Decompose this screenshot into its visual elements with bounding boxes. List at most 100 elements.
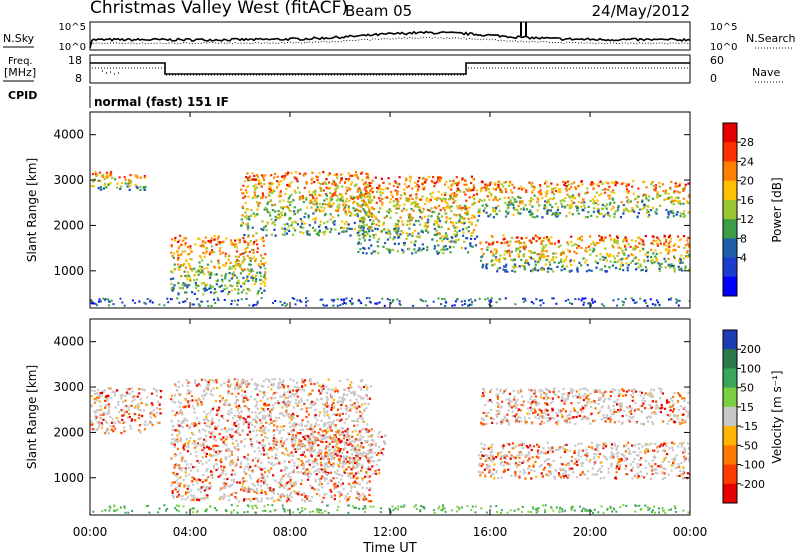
- ground-scatter-cell: [246, 510, 249, 513]
- echo-cell: [667, 235, 670, 239]
- echo-cell: [202, 474, 205, 477]
- echo-cell: [101, 175, 105, 178]
- echo-cell: [224, 277, 227, 280]
- ground-scatter-cell: [544, 511, 547, 514]
- ground-scatter-cell: [133, 302, 136, 304]
- echo-cell: [359, 217, 362, 220]
- echo-cell: [637, 236, 641, 239]
- echo-cell: [365, 190, 368, 193]
- echo-cell: [346, 409, 349, 412]
- echo-cell: [243, 498, 246, 501]
- echo-cell: [332, 194, 335, 197]
- echo-cell: [314, 193, 317, 196]
- echo-cell: [285, 438, 288, 441]
- echo-cell: [206, 263, 210, 266]
- ground-scatter-cell: [603, 304, 606, 307]
- echo-cell: [224, 402, 227, 405]
- echo-cell: [95, 396, 99, 399]
- echo-cell: [135, 185, 138, 188]
- ground-scatter-cell: [668, 298, 670, 301]
- echo-cell: [363, 496, 366, 499]
- echo-cell: [121, 418, 124, 421]
- echo-cell: [588, 248, 591, 251]
- echo-cell: [261, 440, 264, 443]
- ground-scatter-cell: [365, 297, 368, 300]
- echo-cell: [464, 193, 467, 196]
- echo-cell: [503, 196, 506, 199]
- echo-cell: [241, 477, 244, 480]
- ground-scatter-cell: [403, 504, 406, 507]
- echo-cell: [319, 411, 322, 414]
- echo-cell: [316, 206, 319, 209]
- echo-cell: [352, 207, 355, 210]
- echo-cell: [347, 207, 350, 210]
- echo-cell: [180, 243, 183, 246]
- echo-cell: [645, 211, 648, 214]
- echo-cell: [405, 209, 408, 212]
- ground-scatter-cell: [165, 509, 167, 512]
- echo-cell: [305, 407, 308, 410]
- echo-cell: [271, 204, 274, 207]
- echo-cell: [269, 414, 272, 417]
- echo-cell: [133, 395, 136, 398]
- echo-cell: [623, 208, 626, 211]
- echo-cell: [236, 385, 240, 388]
- echo-cell: [197, 269, 200, 272]
- echo-cell: [191, 291, 194, 294]
- echo-cell: [240, 188, 243, 191]
- echo-cell: [308, 224, 311, 227]
- echo-cell: [173, 481, 176, 484]
- echo-cell: [201, 428, 204, 431]
- echo-cell: [277, 493, 280, 496]
- ground-scatter-cell: [516, 508, 519, 511]
- echo-cell: [636, 216, 639, 219]
- echo-cell: [609, 255, 612, 258]
- echo-cell: [686, 255, 689, 258]
- echo-cell: [530, 239, 533, 243]
- echo-cell: [201, 243, 204, 246]
- echo-cell: [599, 180, 602, 183]
- echo-cell: [359, 242, 362, 245]
- echo-cell: [123, 176, 126, 179]
- echo-cell: [170, 245, 173, 248]
- echo-cell: [686, 250, 689, 253]
- echo-cell: [402, 250, 405, 253]
- echo-cell: [546, 238, 549, 241]
- echo-cell: [364, 384, 368, 387]
- echo-cell: [285, 396, 288, 400]
- echo-cell: [488, 198, 491, 201]
- echo-cell: [323, 214, 327, 217]
- echo-cell: [247, 279, 250, 283]
- echo-cell: [571, 201, 575, 204]
- ground-scatter-cell: [490, 297, 493, 300]
- echo-cell: [227, 494, 230, 498]
- echo-cell: [281, 207, 285, 210]
- ground-scatter-cell: [606, 508, 609, 511]
- echo-cell: [391, 248, 395, 251]
- echo-cell: [658, 267, 661, 270]
- echo-cell: [443, 209, 446, 212]
- echo-cell: [483, 199, 486, 202]
- echo-cell: [642, 204, 646, 207]
- echo-cell: [195, 284, 198, 287]
- echo-cell: [557, 245, 560, 249]
- echo-cell: [236, 481, 239, 484]
- echo-cell: [256, 247, 259, 250]
- echo-cell: [197, 237, 200, 240]
- echo-cell: [208, 276, 212, 279]
- echo-cell: [526, 262, 529, 265]
- echo-cell: [592, 240, 595, 243]
- echo-cell: [149, 412, 152, 415]
- echo-cell: [203, 438, 206, 441]
- echo-cell: [202, 293, 205, 296]
- ground-scatter-cell: [413, 505, 416, 508]
- echo-cell: [271, 384, 274, 387]
- echo-cell: [264, 206, 267, 209]
- echo-cell: [682, 197, 685, 200]
- echo-cell: [186, 284, 189, 287]
- echo-cell: [546, 189, 549, 192]
- echo-cell: [444, 191, 447, 195]
- echo-cell: [243, 239, 246, 242]
- echo-cell: [481, 204, 484, 207]
- echo-cell: [324, 404, 327, 407]
